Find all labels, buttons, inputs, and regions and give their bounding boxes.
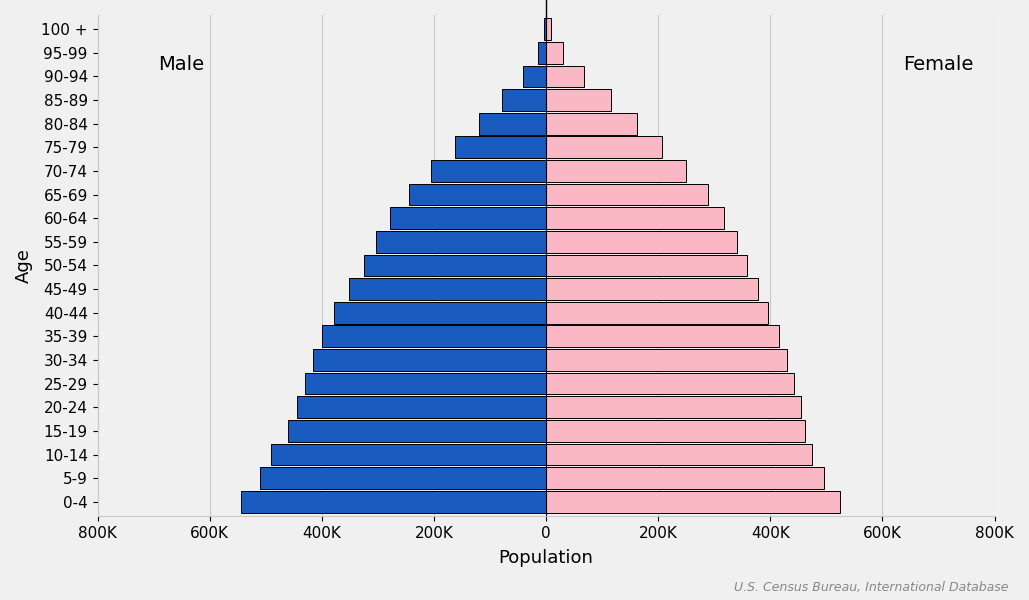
Bar [349,278,546,300]
Bar [296,397,546,418]
Bar [478,113,546,134]
Bar [431,160,546,182]
Bar [546,89,610,111]
Bar [241,491,546,512]
Bar [390,208,546,229]
Bar [546,278,758,300]
Bar [546,184,708,205]
Bar [377,231,546,253]
X-axis label: Population: Population [499,549,594,567]
Bar [546,443,812,466]
Text: Female: Female [903,55,973,74]
Bar [305,373,546,394]
Bar [546,42,563,64]
Text: U.S. Census Bureau, International Database: U.S. Census Bureau, International Databa… [734,581,1008,594]
Bar [546,113,637,134]
Bar [544,19,546,40]
Bar [288,420,546,442]
Bar [537,42,546,64]
Bar [314,349,546,371]
Bar [272,443,546,466]
Bar [546,136,662,158]
Y-axis label: Age: Age [15,248,33,283]
Bar [409,184,546,205]
Bar [502,89,546,111]
Bar [364,254,546,277]
Bar [546,160,685,182]
Text: Male: Male [158,55,205,74]
Bar [334,302,546,323]
Bar [546,467,823,489]
Bar [260,467,546,489]
Bar [546,302,768,323]
Bar [546,254,747,277]
Bar [546,65,584,88]
Bar [546,19,551,40]
Bar [455,136,546,158]
Bar [546,397,802,418]
Bar [322,325,546,347]
Bar [546,349,787,371]
Bar [546,208,724,229]
Bar [546,491,841,512]
Bar [523,65,546,88]
Bar [546,231,737,253]
Bar [546,420,805,442]
Bar [546,373,794,394]
Bar [546,325,779,347]
